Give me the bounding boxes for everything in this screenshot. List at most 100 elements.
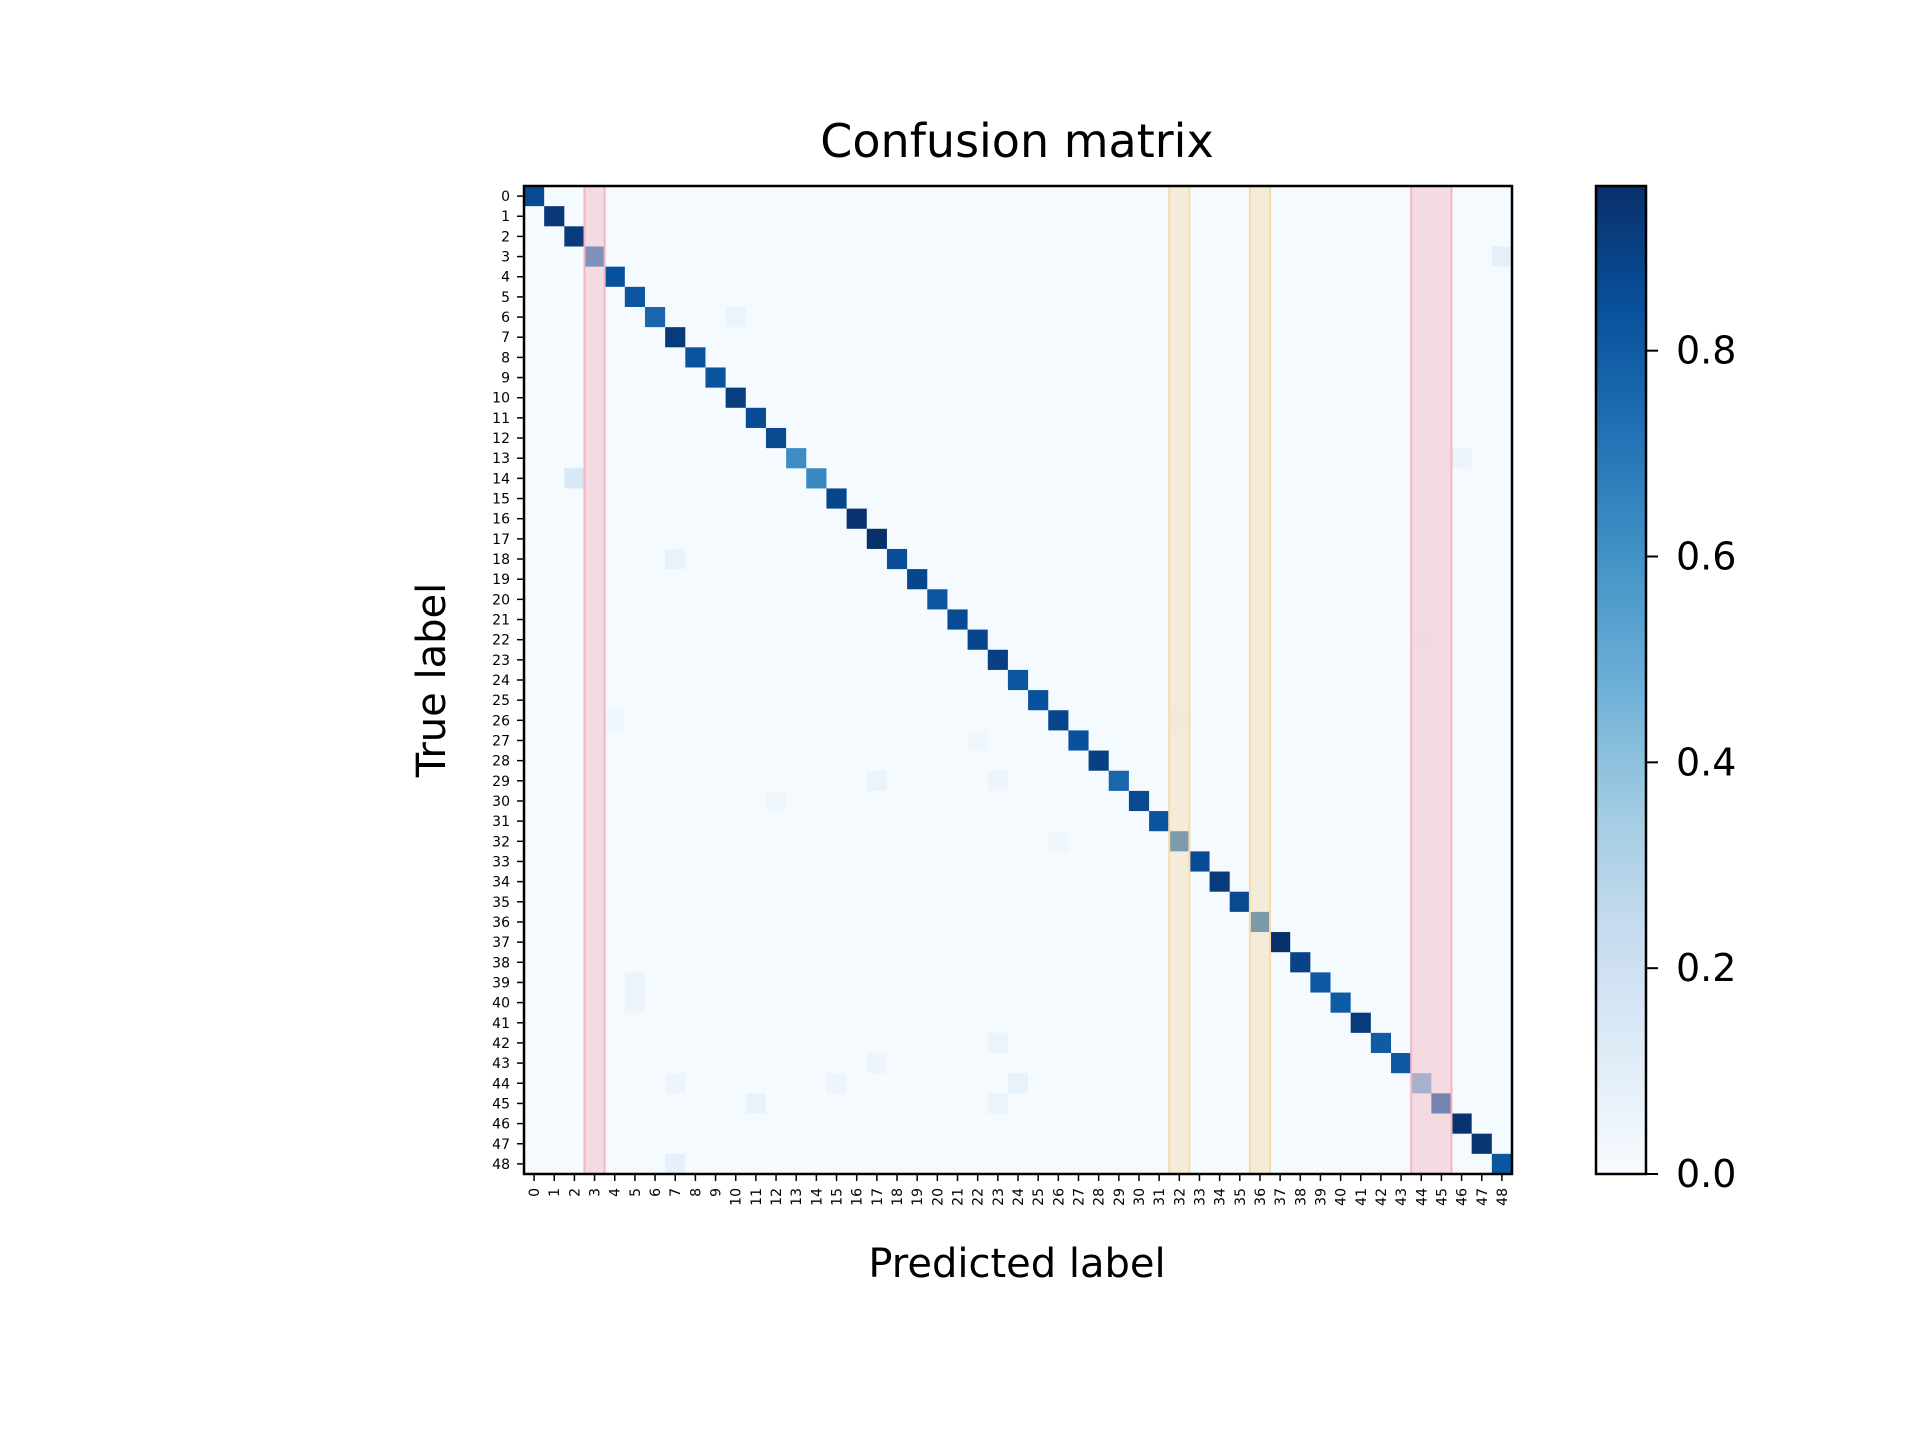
matrix-cell-43-34 <box>1209 1053 1231 1074</box>
matrix-cell-2-7 <box>665 226 686 248</box>
matrix-cell-12-13 <box>786 427 807 449</box>
matrix-cell-36-8 <box>685 911 707 933</box>
matrix-cell-20-16 <box>846 589 868 611</box>
matrix-cell-22-11 <box>745 629 767 651</box>
matrix-cell-41-13 <box>786 1012 807 1034</box>
matrix-cell-26-36 <box>1249 710 1271 731</box>
matrix-cell-0-28 <box>1088 186 1110 207</box>
matrix-cell-40-27 <box>1068 992 1090 1014</box>
matrix-cell-4-0 <box>524 266 545 288</box>
matrix-cell-4-34 <box>1209 266 1231 288</box>
matrix-cell-33-39 <box>1310 851 1332 873</box>
matrix-cell-15-34 <box>1209 488 1231 510</box>
matrix-cell-17-18 <box>886 528 908 550</box>
matrix-cell-28-43 <box>1391 750 1412 772</box>
x-tick-label-46: 46 <box>1455 1188 1471 1206</box>
matrix-cell-25-44 <box>1411 690 1432 711</box>
matrix-cell-17-21 <box>947 528 969 550</box>
matrix-cell-36-23 <box>987 911 1009 933</box>
matrix-cell-15-10 <box>725 488 747 510</box>
matrix-cell-23-30 <box>1128 649 1150 671</box>
matrix-cell-39-37 <box>1270 972 1291 994</box>
matrix-cell-34-41 <box>1350 871 1372 893</box>
matrix-cell-30-44 <box>1411 790 1432 812</box>
matrix-cell-20-28 <box>1088 589 1110 611</box>
matrix-cell-6-48 <box>1491 306 1513 328</box>
matrix-cell-29-4 <box>604 770 626 792</box>
y-tick-label-32: 32 <box>492 834 510 850</box>
matrix-cell-14-20 <box>927 468 949 490</box>
matrix-cell-12-32 <box>1169 427 1190 449</box>
y-tick-label-26: 26 <box>492 713 510 729</box>
y-tick-label-24: 24 <box>492 673 510 689</box>
matrix-cell-5-44 <box>1411 286 1432 308</box>
matrix-cell-41-5 <box>624 1012 646 1034</box>
matrix-cell-5-26 <box>1048 286 1069 308</box>
matrix-cell-29-41 <box>1350 770 1372 792</box>
matrix-cell-30-8 <box>685 790 707 812</box>
matrix-cell-22-12 <box>765 629 787 651</box>
matrix-cell-19-12 <box>765 569 787 590</box>
matrix-cell-44-21 <box>947 1073 969 1094</box>
matrix-cell-25-13 <box>786 690 807 711</box>
matrix-cell-32-4 <box>604 831 626 852</box>
matrix-cell-35-20 <box>927 891 949 913</box>
matrix-cell-29-7 <box>665 770 686 792</box>
matrix-cell-28-17 <box>866 750 888 772</box>
matrix-cell-24-7 <box>665 669 686 691</box>
matrix-cell-18-30 <box>1128 548 1150 570</box>
matrix-cell-39-42 <box>1370 972 1392 994</box>
matrix-cell-29-17 <box>866 770 888 792</box>
matrix-cell-24-20 <box>927 669 949 691</box>
matrix-cell-44-6 <box>644 1073 666 1094</box>
matrix-cell-37-46 <box>1451 932 1473 953</box>
matrix-cell-44-30 <box>1128 1073 1150 1094</box>
matrix-cell-34-36 <box>1249 871 1271 893</box>
matrix-cell-34-16 <box>846 871 868 893</box>
matrix-cell-22-15 <box>826 629 848 651</box>
matrix-cell-31-17 <box>866 811 888 832</box>
matrix-cell-1-35 <box>1229 206 1251 227</box>
matrix-cell-42-8 <box>685 1032 707 1054</box>
matrix-cell-26-7 <box>665 710 686 731</box>
matrix-cell-3-30 <box>1128 246 1150 268</box>
matrix-cell-28-44 <box>1411 750 1432 772</box>
matrix-cell-45-48 <box>1491 1093 1513 1115</box>
matrix-cell-23-36 <box>1249 649 1271 671</box>
matrix-cell-35-36 <box>1249 891 1271 913</box>
matrix-cell-27-9 <box>705 730 727 752</box>
matrix-cell-32-1 <box>544 831 565 852</box>
matrix-cell-10-14 <box>806 387 828 409</box>
diagonal-cell-13-13 <box>786 448 807 469</box>
matrix-cell-7-22 <box>967 327 989 348</box>
matrix-cell-28-2 <box>564 750 586 772</box>
matrix-cell-5-8 <box>685 286 707 308</box>
matrix-cell-31-29 <box>1108 811 1130 832</box>
matrix-cell-41-32 <box>1169 1012 1190 1034</box>
matrix-cell-11-10 <box>725 407 747 429</box>
x-tick-label-12: 12 <box>769 1188 785 1206</box>
matrix-cell-41-31 <box>1149 1012 1170 1034</box>
matrix-cell-25-1 <box>544 690 565 711</box>
matrix-cell-4-10 <box>725 266 747 288</box>
matrix-cell-34-35 <box>1229 871 1251 893</box>
matrix-cell-23-41 <box>1350 649 1372 671</box>
matrix-cell-32-10 <box>725 831 747 852</box>
matrix-cell-31-14 <box>806 811 828 832</box>
matrix-cell-46-19 <box>907 1113 928 1135</box>
matrix-cell-24-30 <box>1128 669 1150 691</box>
matrix-cell-48-13 <box>786 1153 807 1175</box>
matrix-cell-28-18 <box>886 750 908 772</box>
matrix-cell-15-48 <box>1491 488 1513 510</box>
matrix-cell-28-48 <box>1491 750 1513 772</box>
matrix-cell-17-20 <box>927 528 949 550</box>
matrix-cell-23-22 <box>967 649 989 671</box>
matrix-cell-3-33 <box>1189 246 1211 268</box>
matrix-cell-42-32 <box>1169 1032 1190 1054</box>
matrix-cell-31-1 <box>544 811 565 832</box>
matrix-cell-24-29 <box>1108 669 1130 691</box>
matrix-cell-23-35 <box>1229 649 1251 671</box>
matrix-cell-21-1 <box>544 609 565 631</box>
matrix-cell-44-19 <box>907 1073 928 1094</box>
matrix-cell-37-42 <box>1370 932 1392 953</box>
